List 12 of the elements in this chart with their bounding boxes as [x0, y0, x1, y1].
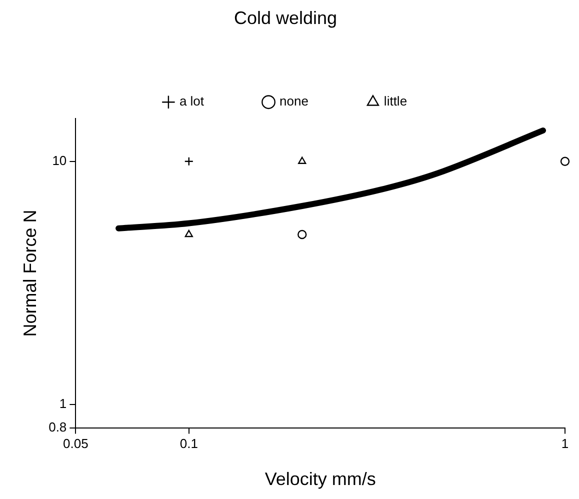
x-tick-label: 0.05	[63, 436, 88, 452]
chart-title: Cold welding	[234, 8, 338, 28]
x-tick-label: 0.1	[180, 436, 198, 452]
legend-label: none	[280, 94, 308, 109]
legend-label: a lot	[179, 94, 204, 109]
x-axis-title: Velocity mm/s	[264, 469, 376, 490]
y-tick-label: 1	[59, 396, 67, 411]
y-axis-title: Normal Force N	[20, 210, 40, 337]
x-tick-label: 1	[561, 436, 569, 452]
y-tick-label: 10	[52, 152, 67, 168]
y-tick-label: 0.8	[48, 419, 67, 434]
legend-label: little	[384, 94, 408, 109]
